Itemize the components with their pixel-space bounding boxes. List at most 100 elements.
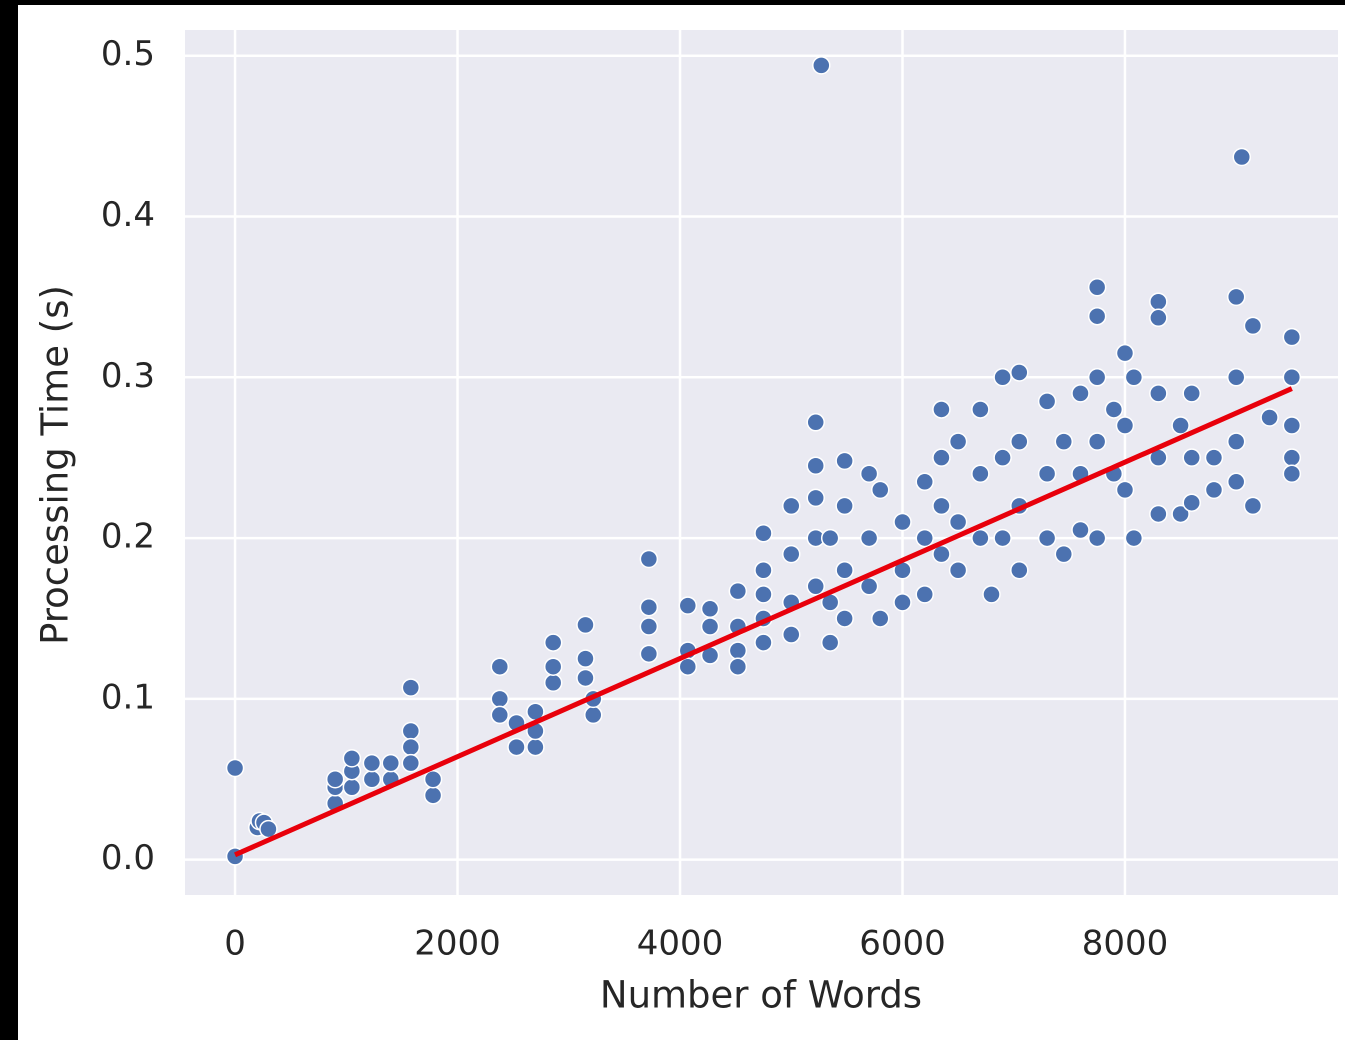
- point: [806, 456, 825, 475]
- point: [543, 633, 563, 652]
- point: [543, 673, 563, 693]
- point: [728, 581, 748, 601]
- point: [342, 778, 362, 797]
- point: [859, 464, 879, 484]
- point: [1149, 308, 1168, 328]
- point: [639, 617, 659, 636]
- y-tick-label: 0.2: [101, 517, 155, 557]
- point: [576, 615, 595, 635]
- x-tick-label: 2000: [414, 924, 501, 964]
- point: [1087, 277, 1107, 297]
- point: [225, 758, 245, 778]
- point: [1149, 292, 1168, 311]
- point: [1087, 306, 1107, 326]
- point: [993, 448, 1012, 467]
- point: [1054, 432, 1074, 451]
- point: [700, 599, 720, 619]
- point: [1243, 316, 1263, 336]
- point: [1226, 432, 1246, 451]
- point: [728, 641, 748, 660]
- point: [1071, 520, 1090, 540]
- point: [1010, 560, 1029, 580]
- point: [893, 593, 912, 612]
- y-tick-label: 0.3: [101, 356, 155, 396]
- point: [576, 668, 595, 688]
- point: [820, 633, 840, 652]
- point: [806, 488, 825, 508]
- point: [948, 512, 968, 532]
- point: [754, 523, 773, 543]
- point: [1243, 496, 1263, 516]
- point: [381, 753, 401, 773]
- point: [982, 585, 1001, 604]
- plot-area: [185, 30, 1338, 895]
- y-tick-label: 0.1: [101, 677, 155, 717]
- point: [362, 769, 382, 789]
- point: [1037, 392, 1057, 411]
- point: [583, 705, 603, 725]
- point: [1087, 528, 1107, 548]
- point: [1171, 504, 1190, 524]
- x-axis-label: Number of Words: [600, 974, 922, 1017]
- point: [932, 496, 951, 516]
- point: [870, 480, 890, 500]
- point: [678, 657, 698, 676]
- point: [948, 560, 968, 580]
- point: [1104, 400, 1124, 419]
- point: [576, 649, 595, 668]
- point: [870, 609, 890, 628]
- point: [1149, 384, 1168, 403]
- point: [782, 625, 801, 644]
- point: [423, 786, 443, 805]
- point: [490, 657, 510, 676]
- point: [507, 737, 526, 757]
- point: [1054, 544, 1074, 564]
- point: [948, 432, 968, 451]
- point: [1182, 493, 1201, 512]
- point: [782, 496, 801, 516]
- point: [812, 56, 831, 75]
- point: [932, 448, 951, 467]
- point: [859, 528, 879, 548]
- point: [782, 544, 801, 564]
- point: [1124, 528, 1144, 548]
- point: [401, 753, 421, 773]
- point: [1010, 432, 1029, 451]
- point: [835, 560, 854, 580]
- point: [893, 512, 912, 532]
- point: [915, 585, 934, 604]
- point: [1204, 480, 1224, 500]
- point: [1226, 287, 1246, 307]
- point: [1087, 432, 1107, 451]
- x-tick-label: 6000: [859, 924, 946, 964]
- point: [325, 769, 345, 789]
- point: [1204, 448, 1224, 467]
- y-tick-label: 0.5: [101, 34, 155, 74]
- point: [835, 451, 854, 471]
- point: [1282, 416, 1302, 435]
- point: [1087, 368, 1107, 387]
- point: [362, 753, 382, 773]
- point: [754, 585, 773, 604]
- point: [1226, 472, 1246, 492]
- point: [1282, 464, 1302, 484]
- point: [1037, 464, 1057, 484]
- y-tick-label: 0.0: [101, 838, 155, 878]
- regression-line: [234, 386, 1293, 858]
- point: [490, 705, 510, 725]
- point: [1124, 368, 1144, 387]
- x-tick-label: 8000: [1082, 924, 1169, 964]
- point: [820, 528, 840, 548]
- point: [915, 472, 934, 492]
- point: [993, 528, 1012, 548]
- point: [806, 577, 825, 596]
- point: [1115, 343, 1135, 363]
- point: [401, 678, 421, 697]
- point: [835, 496, 854, 516]
- point: [971, 400, 990, 419]
- point: [1071, 384, 1090, 403]
- point: [342, 749, 362, 768]
- point: [1171, 416, 1190, 435]
- point: [490, 689, 510, 709]
